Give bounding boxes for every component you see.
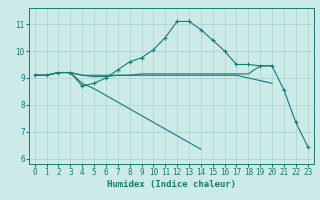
X-axis label: Humidex (Indice chaleur): Humidex (Indice chaleur) [107,180,236,189]
